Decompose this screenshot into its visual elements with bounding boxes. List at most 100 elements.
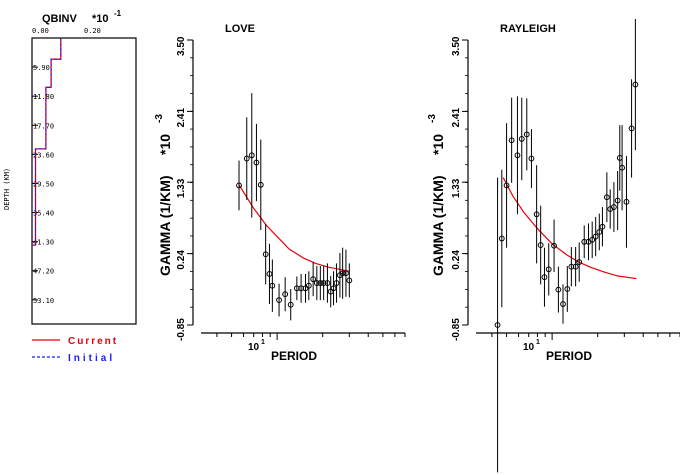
love-data-points: [236, 93, 353, 321]
love-ylabel: GAMMA (1/KM): [157, 175, 173, 276]
rayleigh-data-point: [572, 263, 579, 270]
qbinv-frame: [31, 37, 137, 325]
love-yscale-exp: -3: [154, 114, 165, 123]
rayleigh-data-point: [518, 136, 525, 142]
rayleigh-ylabel: GAMMA (1/KM): [430, 175, 446, 276]
love-data-point: [276, 297, 282, 304]
rayleigh-xtick-label: 10: [523, 342, 535, 353]
qbinv-depth-label: DEPTH (KM): [3, 168, 11, 210]
rayleigh-data-point: [610, 204, 617, 210]
love-data-point: [320, 280, 327, 286]
love-data-point: [324, 280, 331, 286]
rayleigh-data-point: [494, 322, 501, 328]
qbinv-depth-tick-label: 23.60: [33, 151, 54, 159]
rayleigh-data-point: [514, 152, 521, 159]
love-data-point: [339, 270, 346, 277]
rayleigh-data-point: [589, 236, 596, 243]
rayleigh-data-point: [568, 263, 575, 270]
love-title: LOVE: [225, 23, 255, 35]
love-data-point: [333, 280, 340, 286]
qbinv-depth-tick-label: 17.70: [33, 122, 54, 130]
rayleigh-data-point: [528, 155, 535, 162]
love-data-point: [287, 301, 294, 308]
love-data-point: [305, 282, 312, 289]
rayleigh-data-point: [551, 242, 557, 249]
love-data-point: [317, 280, 324, 286]
love-y-tick-label: -0.85: [176, 318, 187, 341]
rayleigh-model-line: [502, 177, 637, 280]
love-xtick-label: 10: [248, 342, 260, 353]
rayleigh-data-point: [537, 242, 544, 248]
qbinv-depth-tick-label: 53.10: [33, 297, 54, 305]
love-xlabel: PERIOD: [271, 349, 317, 363]
love-data-point: [253, 159, 260, 166]
love-panel: LOVE 3.502.411.330.24-0.85 GAMMA (1/KM) …: [154, 23, 406, 363]
love-data-point: [257, 181, 264, 188]
qbinv-series-initial: [32, 38, 62, 246]
love-y-tick-label: 1.33: [176, 178, 187, 198]
love-yscale: *10: [157, 134, 173, 155]
rayleigh-data-point: [576, 259, 583, 266]
qbinv-scale-exp: -1: [114, 9, 122, 18]
rayleigh-data-point: [523, 131, 530, 138]
rayleigh-data-point: [564, 286, 571, 292]
rayleigh-data-point: [603, 194, 610, 201]
rayleigh-data-point: [533, 211, 540, 218]
love-data-point: [293, 285, 300, 292]
qbinv-depth-tick-label: 41.30: [33, 239, 54, 247]
love-data-point: [248, 152, 255, 159]
qbinv-panel: QBINV *10 -1 0.00 0.20 5.90 11.80 17.70 23.…: [3, 9, 137, 364]
rayleigh-data-point: [596, 229, 603, 235]
love-data-point: [346, 277, 353, 284]
rayleigh-panel: RAYLEIGH 3.50 2.41 1.33 0.24 -0.85 GAMMA (1/…: [427, 19, 680, 473]
love-data-point: [262, 251, 269, 258]
qbinv-depth-tick-label: 11.80: [33, 93, 54, 101]
love-data-point: [282, 291, 289, 298]
love-y-tick-label: 3.50: [176, 36, 187, 56]
love-data-point: [243, 155, 250, 162]
rayleigh-xtick-exp: 1: [536, 339, 540, 346]
rayleigh-y-tick-label: 2.41: [451, 108, 462, 128]
rayleigh-data-points: [494, 19, 639, 473]
love-model-curve: [238, 184, 350, 272]
rayleigh-data-point: [628, 125, 635, 132]
rayleigh-axes: 3.50 2.41 1.33 0.24 -0.85: [451, 36, 680, 341]
rayleigh-model-curve: [502, 177, 637, 280]
rayleigh-data-point: [581, 238, 588, 245]
rayleigh-data-point: [545, 266, 552, 273]
love-y-tick-label: 2.41: [176, 108, 187, 128]
qbinv-depth-tick-label: 29.50: [33, 180, 54, 188]
rayleigh-data-point: [619, 164, 625, 171]
love-y-tick-label: 0.24: [176, 250, 187, 270]
rayleigh-yscale: *10: [430, 134, 446, 155]
qbinv-depth-tick-label: 47.20: [33, 268, 54, 276]
rayleigh-y-tick-label: 0.24: [451, 250, 462, 270]
rayleigh-data-point: [632, 81, 639, 88]
rayleigh-y-tick-label: 3.50: [451, 36, 462, 56]
qbinv-depth-tick-label: 35.40: [33, 210, 54, 218]
rayleigh-y-tick-label: -0.85: [451, 318, 462, 341]
rayleigh-data-point: [498, 235, 505, 242]
rayleigh-data-point: [592, 233, 599, 240]
love-data-point: [269, 282, 276, 289]
rayleigh-data-point: [599, 223, 606, 230]
rayleigh-data-point: [541, 274, 548, 281]
rayleigh-y-tick-label: 1.33: [451, 178, 462, 198]
qbinv-xtick-0: 0.00: [32, 27, 49, 35]
qbinv-depth-tick-label: 5.90: [33, 64, 50, 72]
love-model-line: [238, 184, 350, 272]
love-data-point: [343, 270, 349, 277]
love-data-point: [330, 285, 337, 292]
rayleigh-data-point: [614, 197, 621, 204]
rayleigh-yscale-exp: -3: [427, 114, 438, 123]
rayleigh-title: RAYLEIGH: [500, 23, 556, 35]
rayleigh-data-point: [503, 182, 510, 189]
love-data-point: [313, 280, 320, 286]
qbinv-scale: *10: [92, 13, 109, 25]
love-data-point: [310, 276, 317, 283]
legend-initial-label: Initial: [68, 353, 115, 364]
qbinv-title: QBINV: [42, 13, 78, 25]
love-axes: 3.50 2.41 1.33 0.24 -0.85: [176, 36, 406, 341]
qbinv-xtick-1: 0.20: [84, 27, 101, 35]
